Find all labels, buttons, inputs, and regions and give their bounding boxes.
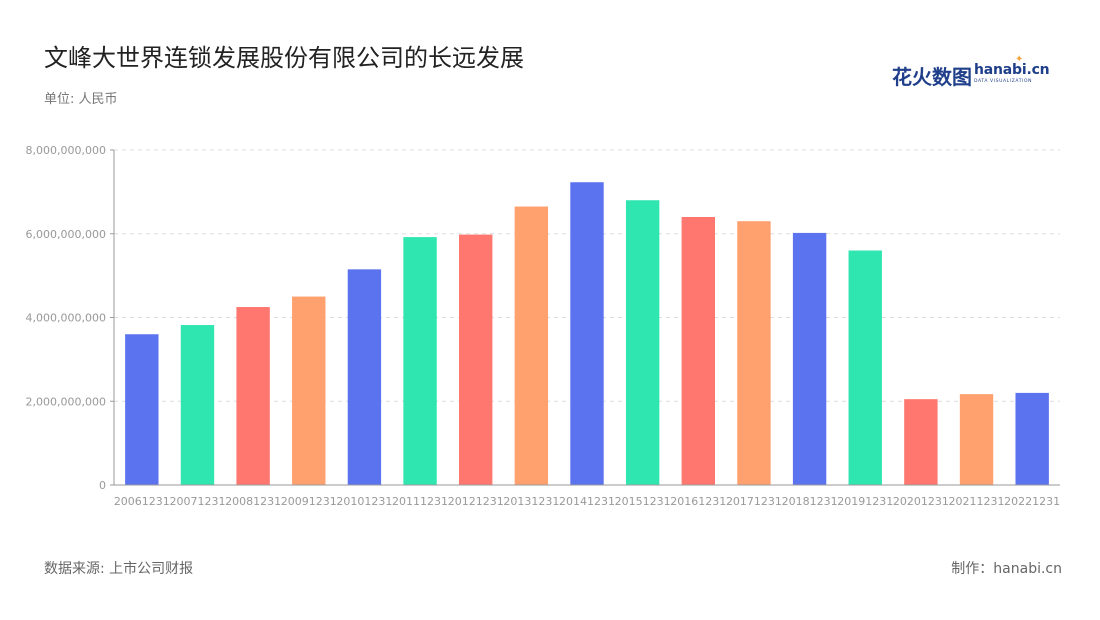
bar [180,325,215,485]
x-tick-label: 20091231 [281,495,337,508]
bar [403,237,437,485]
bar [236,307,270,485]
x-tick-label: 20071231 [169,495,225,508]
y-tick-label: 4,000,000,000 [26,312,106,325]
brand-logo-cn: 花火数图 [892,65,972,89]
data-source: 数据来源: 上市公司财报 [44,561,194,577]
bar [904,399,938,485]
bar [737,221,771,485]
bar [514,206,549,485]
x-tick-label: 20211231 [949,495,1005,508]
y-tick-label: 2,000,000,000 [26,395,106,408]
bar [1015,392,1049,485]
bar [681,217,715,485]
bar [792,232,827,485]
bar [848,250,882,485]
x-tick-label: 20101231 [336,495,392,508]
x-tick-label: 20141231 [559,495,615,508]
bar [625,200,660,485]
bar [125,334,159,485]
bar [459,234,493,485]
x-tick-label: 20151231 [615,495,671,508]
x-tick-label: 20221231 [1004,495,1060,508]
y-tick-label: 6,000,000,000 [26,228,106,241]
x-tick-label: 20081231 [225,495,281,508]
bar [347,269,382,485]
x-tick-label: 20181231 [782,495,838,508]
x-tick-label: 20061231 [114,495,170,508]
bar [570,182,604,485]
chart-title: 文峰大世界连锁发展股份有限公司的长远发展 [44,44,524,72]
x-tick-label: 20111231 [392,495,448,508]
unit-label: 单位: 人民币 [44,92,118,107]
brand-logo-en: hanabi.cn [974,62,1050,78]
bar [292,296,326,485]
x-tick-label: 20121231 [448,495,504,508]
x-tick-label: 20191231 [837,495,893,508]
y-tick-label: 8,000,000,000 [26,144,106,157]
bar [959,394,994,485]
y-tick-label: 0 [99,479,106,492]
sparkle-icon: ✦ [1015,54,1024,65]
brand-logo: 花火数图 hanabi.cn DATA VISUALIZATION ✦ [892,54,1050,89]
x-tick-label: 20201231 [893,495,949,508]
x-tick-label: 20161231 [670,495,726,508]
x-tick-label: 20131231 [503,495,559,508]
x-tick-label: 20171231 [726,495,782,508]
brand-logo-sub: DATA VISUALIZATION [974,79,1033,84]
maker-credit: 制作：hanabi.cn [951,561,1062,577]
